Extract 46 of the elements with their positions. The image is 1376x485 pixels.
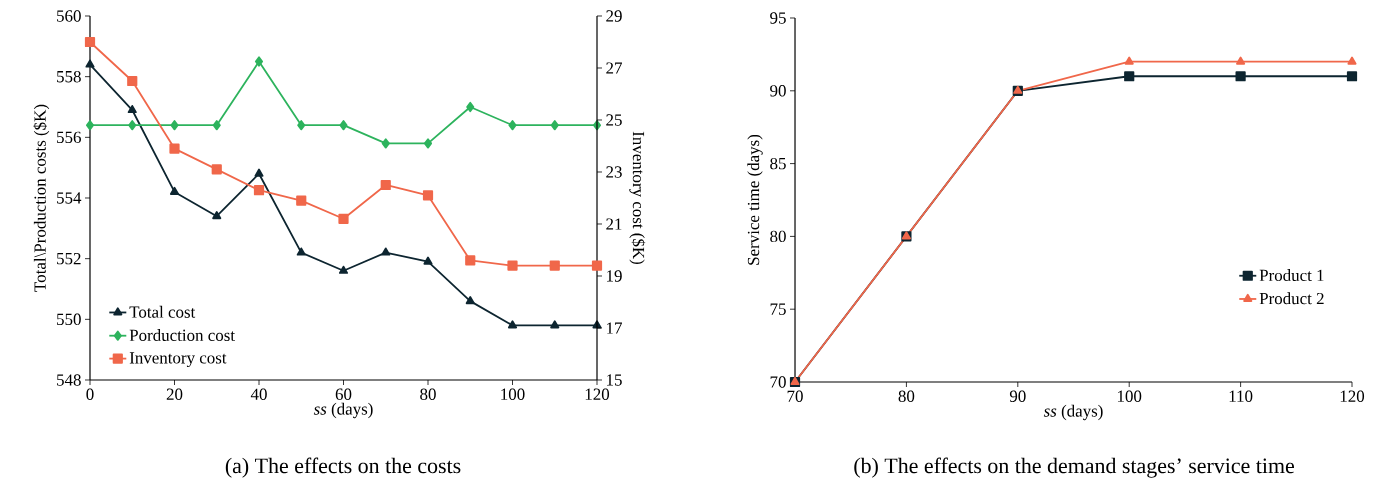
text: (b) The effects on the demand stages’ service time <box>854 457 1294 478</box>
text: (a) The effects on the costs <box>225 457 461 478</box>
x-axis-title: ss (days) <box>1043 404 1103 421</box>
y-tick-label: 560 <box>57 10 81 22</box>
y-tick-label: 556 <box>57 131 81 144</box>
x-tick-label: 20 <box>166 388 183 400</box>
x-tick-label: 100 <box>501 388 525 400</box>
y2-tick-label: 19 <box>607 270 622 282</box>
y-tick-label: 558 <box>57 70 81 83</box>
x-axis-title: ss (days) <box>313 402 373 419</box>
legend-label: Product 2 <box>1259 292 1324 305</box>
y-tick-label: 85 <box>770 157 786 170</box>
x-tick-label: 60 <box>335 388 352 400</box>
y2-tick-label: 27 <box>606 62 622 74</box>
x-tick-label: 40 <box>250 388 267 400</box>
y-tick-label: 552 <box>57 252 81 265</box>
y-tick-label: 550 <box>57 313 81 326</box>
x-tick-label: 90 <box>1009 390 1026 402</box>
y-axis-title: Total\Production costs ($K) <box>33 104 50 292</box>
x-tick-label: 100 <box>1117 390 1142 402</box>
y-tick-label: 548 <box>57 374 81 386</box>
legend-label: Porduction cost <box>129 329 235 341</box>
legend-label: Inventory cost <box>129 352 227 368</box>
x-tick-label: 80 <box>420 388 436 400</box>
legend-label: Total cost <box>129 305 196 318</box>
y2-tick-label: 25 <box>606 114 622 126</box>
y2-axis-title: Inventory cost ($K) <box>629 131 646 265</box>
x-tick-label: 110 <box>1229 390 1253 402</box>
y2-tick-label: 17 <box>607 322 622 334</box>
x-tick-label: 0 <box>86 388 94 400</box>
y-tick-label: 554 <box>57 192 82 204</box>
y2-tick-label: 23 <box>606 166 622 178</box>
x-tick-label: 120 <box>585 388 610 400</box>
y-tick-label: 90 <box>770 85 786 97</box>
y-tick-label: 75 <box>770 303 786 315</box>
y2-tick-label: 21 <box>606 218 622 230</box>
y-tick-label: 70 <box>770 376 786 388</box>
x-tick-label: 120 <box>1340 390 1365 402</box>
y2-tick-label: 29 <box>606 10 622 22</box>
y-tick-label: 80 <box>770 230 786 243</box>
x-tick-label: 70 <box>787 390 803 402</box>
y-axis-title: Service time (days) <box>747 134 763 265</box>
y-tick-label: 95 <box>770 12 786 24</box>
x-tick-label: 80 <box>898 390 915 402</box>
legend-label: Product 1 <box>1259 269 1324 282</box>
y2-tick-label: 15 <box>607 374 622 386</box>
